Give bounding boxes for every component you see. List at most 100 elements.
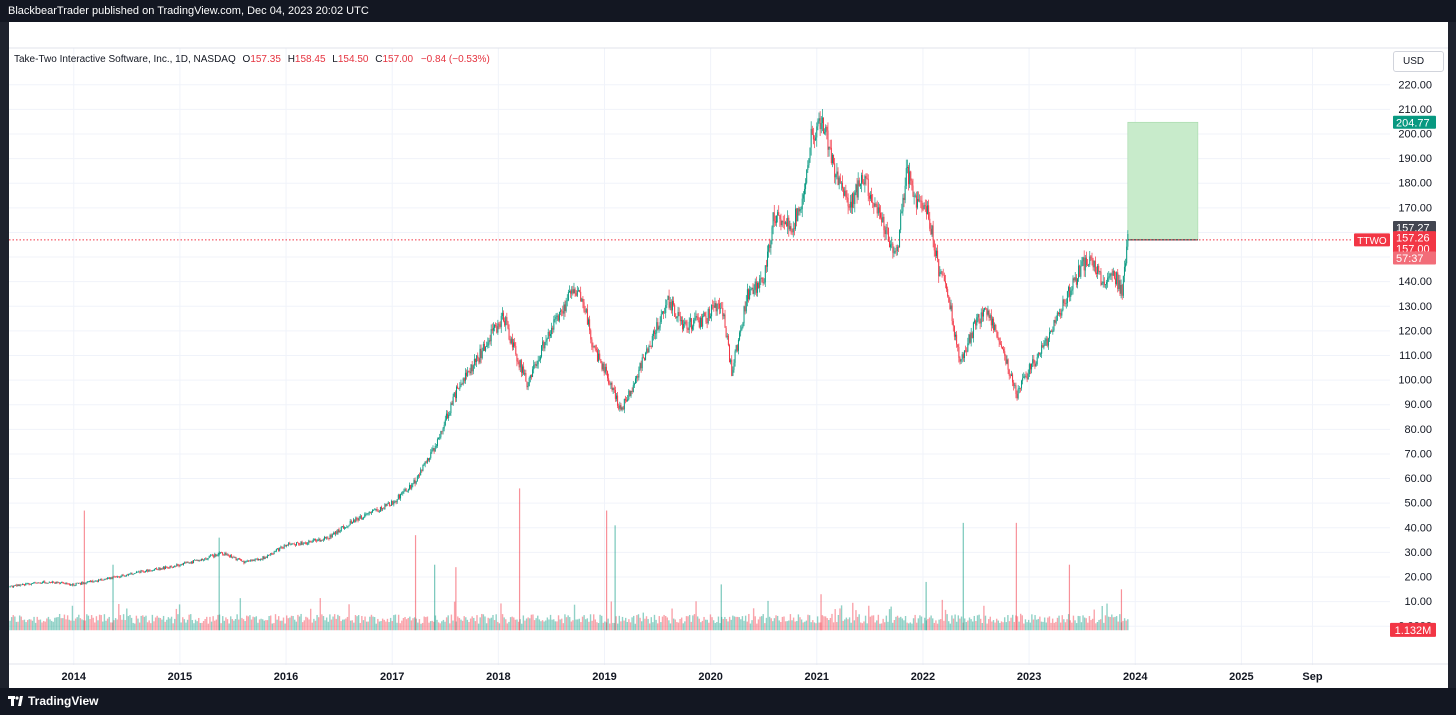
candle-body: [53, 581, 55, 583]
y-tick-label: 170.00: [1398, 202, 1432, 214]
volume-bar: [903, 620, 905, 631]
candle-body: [971, 332, 973, 338]
candle-body: [671, 300, 673, 311]
candle-body: [420, 469, 422, 476]
candle-body: [891, 243, 893, 245]
volume-bar: [631, 617, 633, 631]
candle-body: [885, 227, 887, 235]
candle-body: [306, 543, 308, 545]
volume-bar: [119, 615, 122, 631]
candle-body: [959, 357, 961, 362]
volume-bar: [54, 617, 56, 631]
price-label-bg: [1393, 251, 1436, 265]
candle-body: [873, 203, 875, 207]
volume-bar: [744, 615, 747, 631]
volume-bar: [281, 620, 283, 631]
candle-body: [355, 517, 357, 523]
candle-body: [937, 250, 939, 259]
candle-body: [182, 562, 184, 565]
candle-body: [786, 222, 788, 227]
volume-bar: [305, 616, 307, 631]
volume-bar: [1067, 614, 1070, 631]
volume-spike-bar: [218, 537, 220, 631]
candle-body: [1069, 287, 1071, 297]
volume-bar: [978, 614, 980, 631]
volume-bar: [265, 620, 267, 631]
candle-body: [87, 581, 89, 583]
volume-bar: [284, 623, 286, 631]
volume-bar: [658, 616, 660, 631]
volume-bar: [762, 614, 764, 631]
candle-body: [539, 356, 541, 360]
candle-body: [463, 378, 465, 381]
candle-body: [295, 542, 297, 546]
volume-bar: [23, 619, 26, 631]
candle-body: [200, 559, 202, 561]
volume-bar: [746, 621, 748, 631]
candle-body: [709, 316, 711, 319]
candle-body: [588, 319, 590, 325]
candle-body: [259, 559, 261, 560]
candle-body: [329, 535, 331, 539]
candle-body: [483, 344, 485, 351]
candle-body: [153, 569, 155, 570]
candle-body: [846, 196, 848, 198]
candle-body: [941, 271, 943, 275]
candle-body: [1106, 282, 1108, 285]
candle-body: [1118, 280, 1120, 289]
candle-body: [140, 570, 142, 573]
currency-button[interactable]: USD: [1393, 51, 1444, 72]
candle-body: [613, 387, 615, 390]
candle-body: [72, 583, 74, 586]
volume-bar: [482, 614, 485, 631]
volume-bar: [282, 617, 285, 631]
volume-bar: [853, 620, 856, 631]
candle-body: [673, 300, 675, 305]
candle-body: [1019, 388, 1021, 389]
volume-bar: [1053, 622, 1055, 631]
candle-body: [717, 303, 719, 305]
volume-bar: [527, 617, 529, 631]
candle-body: [619, 405, 621, 409]
volume-bar: [898, 617, 900, 631]
volume-bar: [114, 618, 117, 631]
volume-bar: [1090, 620, 1092, 631]
volume-bar: [236, 614, 238, 631]
volume-bar: [727, 621, 729, 631]
volume-bar: [810, 622, 812, 631]
candle-body: [102, 579, 104, 581]
candle-body: [337, 529, 339, 534]
volume-bar: [864, 615, 867, 631]
candle-body: [244, 561, 246, 564]
candle-body: [950, 305, 952, 310]
volume-bar: [477, 623, 480, 631]
candle-body: [401, 493, 403, 495]
volume-bar: [108, 616, 110, 631]
candle-body: [184, 562, 186, 563]
volume-bar: [1109, 616, 1111, 631]
candle-body: [130, 572, 132, 574]
candle-body: [931, 225, 933, 235]
candle-body: [1015, 385, 1017, 394]
candle-body: [984, 307, 986, 311]
candle-body: [416, 476, 418, 482]
volume-bar: [441, 621, 443, 631]
candle-body: [255, 559, 257, 560]
candle-body: [442, 428, 444, 432]
candle-body: [106, 577, 108, 580]
candle-body: [695, 316, 697, 319]
candle-body: [751, 287, 753, 290]
candle-body: [28, 583, 30, 585]
volume-bar: [706, 619, 708, 631]
candle-body: [895, 250, 897, 252]
candle-body: [458, 388, 460, 390]
candle-body: [571, 289, 573, 294]
volume-bar: [503, 617, 505, 631]
volume-bar: [976, 615, 979, 631]
candle-body: [1026, 377, 1028, 380]
candle-body: [162, 566, 164, 569]
volume-bar: [241, 617, 243, 631]
volume-bar: [1093, 609, 1095, 631]
candle-body: [821, 117, 823, 124]
